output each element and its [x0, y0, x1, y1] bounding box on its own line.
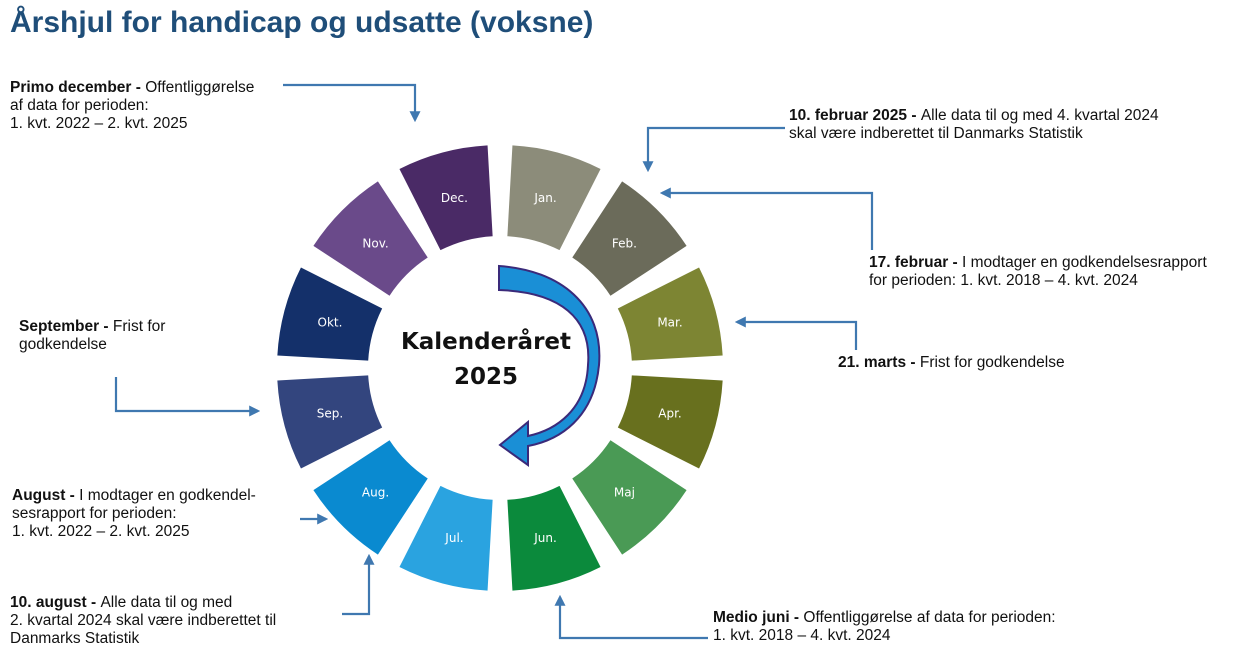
connector-mar21 [734, 316, 858, 350]
month-segment [277, 267, 383, 361]
center-year: 2025 [454, 364, 518, 390]
note-line: Offentliggørelse [145, 79, 255, 96]
month-label: Mar. [657, 315, 682, 329]
note-line: I modtager en godkendel- [79, 487, 256, 504]
note-bold: August - [12, 487, 80, 504]
note-line: for perioden: 1. kvt. 2018 – 4. kvt. 202… [869, 272, 1138, 289]
note-bold: 10. august - [10, 594, 101, 611]
connector-medio-juni [554, 594, 708, 640]
note-bold: 21. marts - [838, 354, 920, 371]
month-segments: Jan. Feb. Mar. Apr. Maj Jun. Jul. Aug. Sep. Okt. N… [277, 145, 723, 591]
note-line: 2. kvartal 2024 skal være indberettet ti… [10, 612, 277, 629]
note-mar21: 21. marts - Frist for godkendelse [838, 354, 1065, 372]
note-line: sesrapport for perioden: [12, 505, 177, 522]
note-line: Alle data til og med 4. kvartal 2024 [920, 107, 1159, 124]
connector-arrows [114, 83, 874, 640]
note-line: Frist for [112, 318, 166, 335]
note-line: 1. kvt. 2018 – 4. kvt. 2024 [713, 627, 891, 644]
note-line: Frist for godkendelse [919, 354, 1065, 371]
month-segment [507, 485, 601, 591]
curved-arrow-icon [498, 264, 601, 467]
month-label: Nov. [362, 237, 388, 251]
note-line: skal være indberettet til Danmarks Stati… [789, 125, 1083, 142]
note-line: Danmarks Statistik [10, 630, 140, 647]
page-title: Årshjul for handicap og udsatte (voksne) [10, 6, 594, 39]
connector-feb17 [659, 187, 874, 250]
center-title: Kalenderåret [401, 328, 571, 355]
note-aug10: 10. august - Alle data til og med 2. kva… [10, 594, 276, 648]
month-label: Maj [614, 485, 635, 499]
month-label: Jun. [533, 531, 557, 545]
note-line: Offentliggørelse af data for perioden: [803, 609, 1056, 626]
month-label: Dec. [441, 191, 468, 205]
connector-feb10 [642, 126, 785, 173]
note-line: 1. kvt. 2022 – 2. kvt. 2025 [10, 115, 188, 132]
month-label: Aug. [362, 485, 389, 499]
month-segment [277, 375, 383, 469]
note-bold: Medio juni - [713, 609, 804, 626]
month-segment [572, 181, 687, 296]
month-segment [507, 145, 601, 251]
note-line: I modtager en godkendelsesrapport [962, 254, 1207, 271]
month-segment [399, 145, 493, 251]
note-medio-juni: Medio juni - Offentliggørelse af data fo… [713, 609, 1056, 645]
month-label: Sep. [317, 407, 343, 421]
note-primo-december: Primo december - Offentliggørelse af dat… [10, 79, 254, 133]
note-august: August - I modtager en godkendel- sesrap… [12, 487, 256, 541]
connector-primo-december [283, 83, 421, 123]
connector-aug10 [342, 553, 375, 616]
month-segment [572, 440, 687, 555]
month-label: Okt. [318, 315, 343, 329]
month-label: Apr. [658, 407, 681, 421]
month-segment [617, 267, 723, 361]
note-bold: 10. februar 2025 - [789, 107, 921, 124]
month-label: Jan. [533, 191, 556, 205]
note-line: af data for perioden: [10, 97, 149, 114]
month-label: Jul. [444, 531, 463, 545]
note-bold: 17. februar - [869, 254, 963, 271]
month-segment [399, 485, 493, 591]
note-line: 1. kvt. 2022 – 2. kvt. 2025 [12, 523, 190, 540]
month-segment [313, 440, 428, 555]
month-segment [313, 181, 428, 296]
note-bold: September - [19, 318, 113, 335]
note-bold: Primo december - [10, 79, 146, 96]
note-feb17: 17. februar - I modtager en godkendelses… [869, 254, 1207, 290]
connector-september [114, 377, 261, 417]
month-label: Feb. [612, 237, 637, 251]
note-line: godkendelse [19, 336, 107, 353]
note-feb10: 10. februar 2025 - Alle data til og med … [789, 107, 1159, 143]
note-line: Alle data til og med [100, 594, 233, 611]
month-segment [617, 375, 723, 469]
note-september: September - Frist for godkendelse [19, 318, 165, 354]
